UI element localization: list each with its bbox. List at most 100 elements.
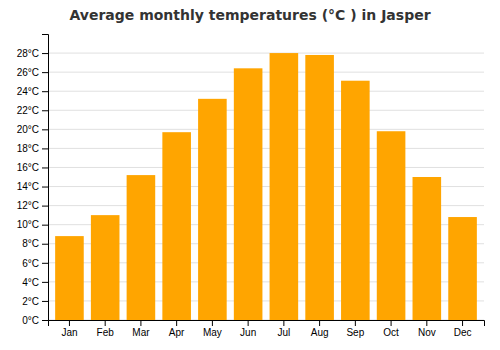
tick: 20°C: [17, 124, 48, 135]
tick-label: Dec: [454, 327, 472, 338]
tick-mark: [42, 53, 48, 54]
tick: Jul: [277, 320, 290, 338]
bar: [448, 217, 477, 320]
tick: Jun: [240, 320, 256, 338]
tick-label: 16°C: [17, 162, 39, 173]
tick-mark: [42, 301, 48, 302]
bar: [341, 81, 370, 320]
tick-mark: [105, 320, 106, 326]
tick: 12°C: [17, 200, 48, 211]
tick: Jan: [61, 320, 77, 338]
tick-label: Aug: [311, 327, 329, 338]
bar: [413, 177, 442, 320]
tick-mark: [319, 320, 320, 326]
tick: Feb: [97, 320, 115, 338]
tick-mark: [212, 320, 213, 326]
tick-label: 2°C: [22, 296, 39, 307]
tick-label: 24°C: [17, 86, 39, 97]
tick-label: May: [203, 327, 222, 338]
bar: [55, 236, 84, 320]
x-axis: Jan Feb Mar Apr May Jun Jul Aug Sep Oct Nov Dec: [49, 320, 485, 338]
y-axis: 0°C 2°C 4°C 6°C 8°C 10°C 12°C 14°C 16°C 18°C 20°C 2…: [17, 35, 49, 326]
tick: 10°C: [17, 219, 48, 230]
tick-mark: [248, 320, 249, 326]
tick-mark: [355, 320, 356, 326]
bars: [55, 53, 477, 320]
tick-mark: [42, 129, 48, 130]
bar: [198, 99, 227, 320]
axis-line: [42, 35, 49, 321]
tick-mark: [426, 320, 427, 326]
tick-mark: [391, 320, 392, 326]
tick-mark: [176, 320, 177, 326]
tick: 4°C: [22, 277, 48, 288]
tick: 28°C: [17, 48, 48, 59]
axis-line: [49, 321, 485, 327]
tick: Aug: [311, 320, 329, 338]
tick: 24°C: [17, 86, 48, 97]
tick-label: Oct: [383, 327, 399, 338]
tick-label: Jul: [277, 327, 290, 338]
tick-label: 22°C: [17, 105, 39, 116]
tick-label: 10°C: [17, 219, 39, 230]
grid-line: [48, 110, 484, 111]
tick-mark: [42, 91, 48, 92]
tick-mark: [42, 244, 48, 245]
grid-line: [48, 53, 484, 54]
bar: [305, 55, 334, 320]
grid-line: [48, 72, 484, 73]
tick: 22°C: [17, 105, 48, 116]
tick-mark: [140, 320, 141, 326]
bar: [270, 53, 299, 320]
tick: Dec: [454, 320, 472, 338]
tick-mark: [42, 225, 48, 226]
grid-line: [48, 148, 484, 149]
tick: 6°C: [22, 258, 48, 269]
tick-label: 26°C: [17, 67, 39, 78]
tick-label: 12°C: [17, 200, 39, 211]
tick-label: 28°C: [17, 48, 39, 59]
tick-label: Jun: [240, 327, 256, 338]
tick-label: Nov: [418, 327, 436, 338]
tick-label: Jan: [61, 327, 77, 338]
bar: [91, 215, 120, 320]
tick: Mar: [132, 320, 150, 338]
tick: Nov: [418, 320, 436, 338]
tick-mark: [69, 320, 70, 326]
tick-label: Feb: [97, 327, 115, 338]
tick: 0°C: [22, 315, 48, 326]
grid-line: [48, 129, 484, 130]
grid-line: [48, 91, 484, 92]
tick: 14°C: [17, 181, 48, 192]
tick-mark: [42, 282, 48, 283]
tick-mark: [42, 206, 48, 207]
tick-mark: [42, 167, 48, 168]
tick-label: 4°C: [22, 277, 39, 288]
title: Average monthly temperatures (°C ) in Ja…: [69, 7, 430, 23]
tick-label: 14°C: [17, 181, 39, 192]
tick-mark: [42, 110, 48, 111]
chart: 0°C 2°C 4°C 6°C 8°C 10°C 12°C 14°C 16°C 18°C 20°C 2…: [0, 0, 500, 350]
tick-label: 8°C: [22, 238, 39, 249]
tick-mark: [42, 148, 48, 149]
tick-label: Apr: [169, 327, 185, 338]
tick-mark: [42, 72, 48, 73]
tick: 18°C: [17, 143, 48, 154]
tick-label: 6°C: [22, 258, 39, 269]
bar: [377, 131, 406, 320]
tick-mark: [42, 187, 48, 188]
bar: [162, 132, 191, 320]
tick: Oct: [383, 320, 399, 338]
tick: 16°C: [17, 162, 48, 173]
tick: 8°C: [22, 238, 48, 249]
tick-mark: [42, 263, 48, 264]
tick-label: 20°C: [17, 124, 39, 135]
tick: 2°C: [22, 296, 48, 307]
tick-mark: [42, 320, 48, 321]
grid-line: [48, 167, 484, 168]
tick-label: Sep: [346, 327, 364, 338]
bar: [127, 175, 156, 320]
tick: Apr: [169, 320, 185, 338]
bar: [234, 68, 263, 320]
tick: Sep: [346, 320, 364, 338]
